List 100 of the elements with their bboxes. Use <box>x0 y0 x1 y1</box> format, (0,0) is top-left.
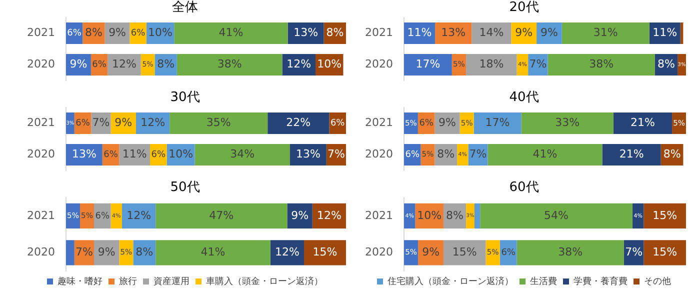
data-label: 15% <box>652 208 678 222</box>
y-tick-label: 2021 <box>364 26 393 40</box>
y-tick-label: 2021 <box>26 26 55 40</box>
data-label: 35% <box>206 116 231 130</box>
bar <box>548 54 655 76</box>
chart-title: 20代 <box>509 0 539 16</box>
data-label: 9% <box>98 246 116 259</box>
bar <box>644 240 686 266</box>
data-label: 12% <box>316 208 342 222</box>
chart-title: 40代 <box>509 90 539 106</box>
data-label: 15% <box>452 246 477 259</box>
data-label: 8% <box>84 26 102 40</box>
legend-label: その他 <box>644 276 671 287</box>
data-label: 11% <box>652 26 678 40</box>
data-label: 12% <box>286 58 312 71</box>
data-label: 9% <box>540 26 558 40</box>
bar <box>404 203 416 228</box>
data-label: 10% <box>168 148 194 161</box>
bar <box>521 112 614 134</box>
data-label: 17% <box>485 116 510 130</box>
bar <box>176 54 282 76</box>
y-tick-label: 2020 <box>364 148 393 161</box>
data-label: 17% <box>416 58 440 71</box>
data-label: 8% <box>437 148 455 161</box>
y-tick-label: 2021 <box>26 116 55 130</box>
data-label: 41% <box>200 246 226 259</box>
legend-label: 資産運用 <box>154 276 190 287</box>
legend-label: 旅行 <box>119 276 137 287</box>
data-label: 18% <box>479 58 504 71</box>
data-label: 7% <box>75 246 93 259</box>
data-label: 12% <box>140 116 166 130</box>
data-label: 6% <box>151 150 166 160</box>
data-label: 22% <box>286 116 311 130</box>
bar <box>613 112 672 134</box>
data-label: 6% <box>92 60 107 70</box>
bar <box>304 240 346 266</box>
y-tick-label: 2021 <box>26 208 55 222</box>
data-label: 9% <box>438 116 456 130</box>
chart-title: 全体 <box>172 0 198 16</box>
data-label: 14% <box>479 26 504 40</box>
y-tick-label: 2021 <box>364 208 393 222</box>
data-label: 6% <box>419 118 434 129</box>
data-label: 31% <box>593 26 618 40</box>
data-label: 34% <box>230 148 255 161</box>
data-label: 7% <box>529 58 547 71</box>
bar <box>644 203 686 228</box>
data-label: 9% <box>108 26 126 40</box>
data-label: 6% <box>95 211 110 222</box>
bar <box>466 54 517 76</box>
data-label: 9% <box>515 26 533 40</box>
data-label: 6% <box>104 150 118 160</box>
data-label: 15% <box>652 246 678 259</box>
data-label: 41% <box>218 26 244 40</box>
y-tick-label: 2020 <box>364 58 393 71</box>
bar <box>474 203 480 228</box>
bar <box>466 203 474 228</box>
data-label: 41% <box>532 148 558 161</box>
data-label: 7% <box>625 246 643 259</box>
data-label: 11% <box>407 26 432 40</box>
data-label: 7% <box>327 148 345 161</box>
bar <box>474 112 522 134</box>
data-label: 8% <box>136 246 154 259</box>
y-tick-label: 2020 <box>26 246 55 259</box>
data-label: 38% <box>558 246 583 259</box>
data-label: 10% <box>148 26 172 40</box>
data-label: 6% <box>67 28 82 39</box>
bar <box>194 144 290 166</box>
y-tick-label: 2020 <box>26 148 55 161</box>
data-label: 8% <box>446 208 464 222</box>
bar <box>268 112 330 134</box>
data-label: 8% <box>326 26 344 40</box>
data-label: 6% <box>405 150 420 160</box>
data-label: 7% <box>92 116 110 130</box>
bar <box>488 144 602 166</box>
data-label: 8% <box>658 58 675 71</box>
bar <box>472 22 512 44</box>
data-label: 47% <box>209 208 234 222</box>
data-label: 9% <box>70 58 88 71</box>
data-label: 10% <box>417 208 442 222</box>
data-label: 10% <box>317 58 342 71</box>
legend-label: 生活費 <box>530 276 557 287</box>
data-label: 12% <box>126 208 152 222</box>
data-label: 7% <box>469 148 487 161</box>
bar <box>404 54 452 76</box>
data-label: 8% <box>157 58 175 71</box>
data-label: 9% <box>114 116 132 130</box>
chart-title: 50代 <box>170 180 200 196</box>
data-label: 21% <box>619 148 644 161</box>
data-label: 38% <box>589 58 614 71</box>
bar <box>562 22 650 44</box>
data-label: 54% <box>544 208 569 222</box>
bar <box>66 240 74 266</box>
data-label: 11% <box>122 148 147 161</box>
chart-title: 30代 <box>170 90 200 106</box>
data-label: 9% <box>422 246 440 259</box>
data-label: 38% <box>217 58 242 71</box>
data-label: 9% <box>291 208 309 222</box>
data-label: 6% <box>76 118 90 129</box>
data-label: 33% <box>555 116 580 130</box>
legend-label: 趣味・嗜好 <box>58 276 102 287</box>
